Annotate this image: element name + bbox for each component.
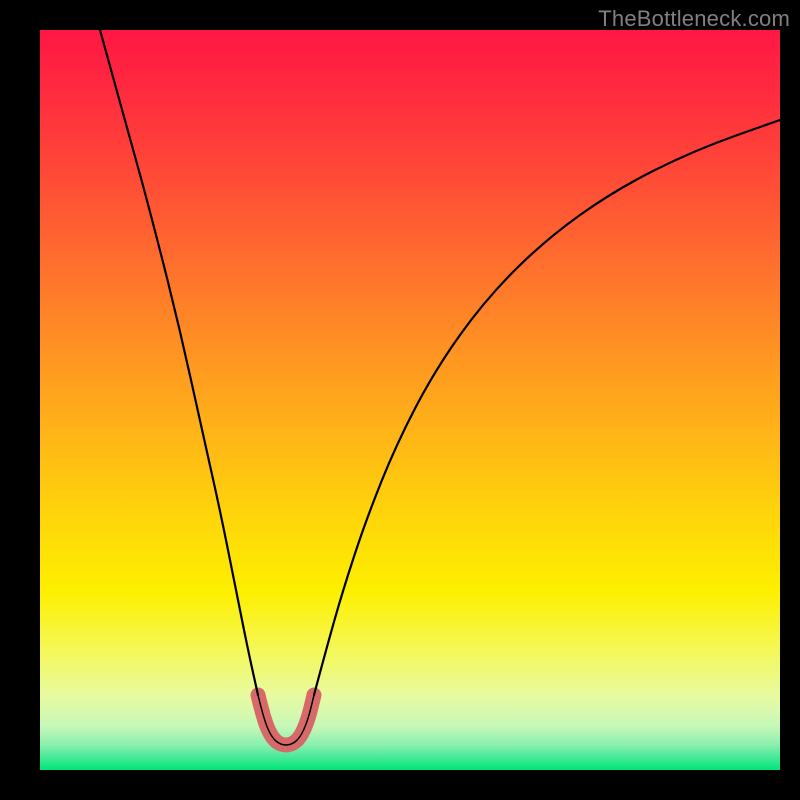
- watermark-text: TheBottleneck.com: [598, 6, 790, 32]
- bottleneck-curve: [40, 30, 780, 770]
- plot-area: [40, 30, 780, 770]
